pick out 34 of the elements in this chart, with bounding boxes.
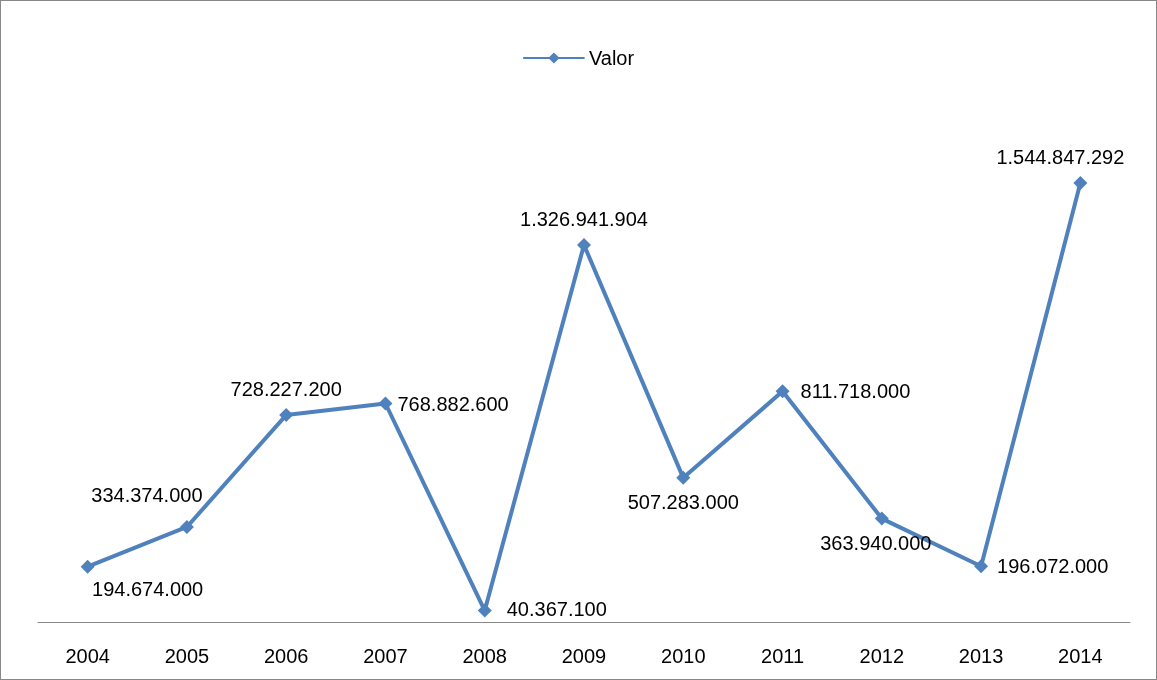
x-tick-label: 2014 [1058,645,1103,667]
x-tick-label: 2007 [363,645,408,667]
point [179,519,194,534]
data-label: 194.674.000 [92,577,204,600]
point [676,470,691,485]
point [577,237,591,252]
data-label: 40.367.100 [506,597,607,620]
data-label: 1.326.941.904 [520,207,648,230]
data-label: 196.072.000 [997,555,1109,578]
point [378,396,393,411]
data-label: 768.882.600 [397,392,509,415]
x-tick-label: 2004 [65,645,110,667]
x-tick-label: 2008 [462,645,507,667]
point [80,559,95,574]
point [279,408,294,423]
point [874,511,889,526]
x-tick-label: 2011 [761,645,805,667]
point [775,384,790,399]
x-tick-label: 2010 [661,645,706,667]
x-tick-label: 2006 [263,645,309,667]
legend-label: Valor [588,47,635,69]
data-label: 334.374.000 [91,483,203,506]
x-tick-label: 2009 [561,645,607,667]
data-label: 363.940.000 [820,531,932,554]
data-label: 507.283.000 [627,490,739,513]
point [974,559,989,574]
x-tick-label: 2012 [859,645,905,667]
data-label: 728.227.200 [230,378,342,401]
point [477,603,492,618]
x-tick-label: 2005 [164,645,210,667]
data-label: 1.544.847.292 [996,146,1125,168]
x-tick-label: 2013 [958,645,1004,667]
data-label: 811.718.000 [800,380,911,403]
point [1073,176,1088,190]
